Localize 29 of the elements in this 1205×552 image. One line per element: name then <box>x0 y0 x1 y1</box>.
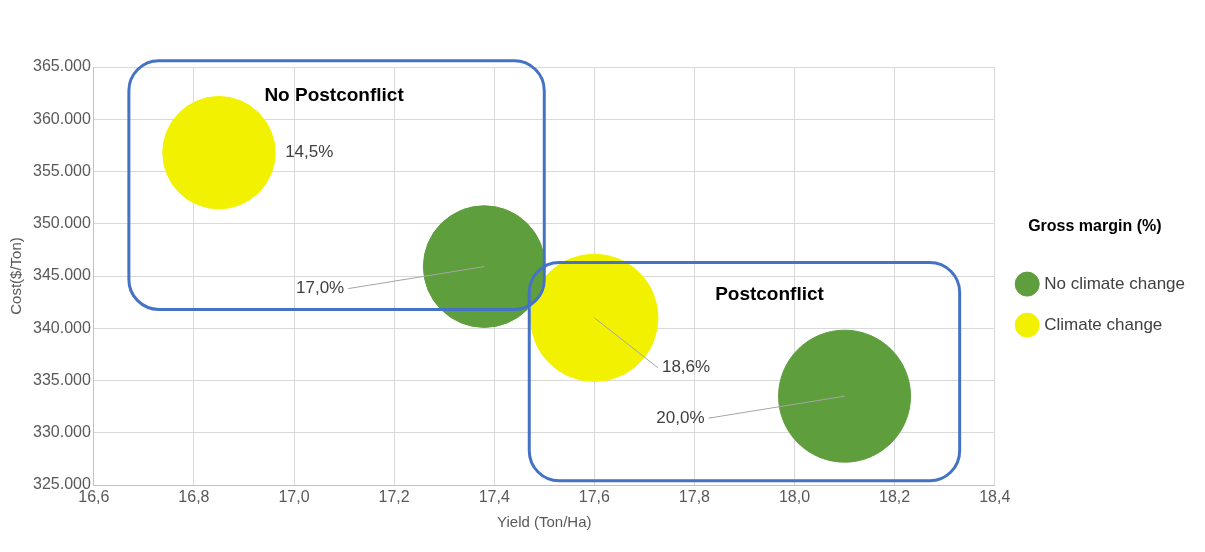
y-tick-label: 350.000 <box>32 214 91 232</box>
y-tick-label: 360.000 <box>32 109 91 127</box>
x-tick-label: 17,4 <box>478 488 510 506</box>
x-tick-label: 18,0 <box>778 488 811 506</box>
y-tick-label: 335.000 <box>32 370 91 388</box>
x-tick-label: 18,2 <box>879 488 911 506</box>
y-tick-label: 330.000 <box>32 423 91 441</box>
y-axis-title: Cost($/Ton) <box>7 237 25 315</box>
legend-label: No climate change <box>1044 273 1186 293</box>
data-label: 14,5% <box>285 142 334 162</box>
annotation: No Postconflict <box>264 84 405 106</box>
x-tick-label: 16,8 <box>178 488 210 506</box>
x-tick-label: 18,4 <box>979 488 1011 506</box>
x-axis-title: Yield (Ton/Ha) <box>497 513 592 531</box>
x-tick-label: 17,6 <box>578 488 610 506</box>
x-tick-label: 17,0 <box>278 488 310 506</box>
y-tick-label: 340.000 <box>32 318 91 336</box>
x-tick-label: 17,8 <box>678 488 711 506</box>
data-label: 17,0% <box>296 278 345 298</box>
data-label: 20,0% <box>656 407 705 427</box>
legend-label: Climate change <box>1044 314 1163 334</box>
y-tick-label: 345.000 <box>32 266 91 284</box>
y-tick-label: 365.000 <box>32 57 91 75</box>
x-tick-label: 17,2 <box>378 488 410 506</box>
y-tick-label: 355.000 <box>32 161 91 179</box>
annotation: Postconflict <box>715 283 825 305</box>
x-tick-label: 16,6 <box>78 488 110 506</box>
data-label: 18,6% <box>661 357 711 377</box>
legend-title: Gross margin (%) <box>1028 216 1162 234</box>
